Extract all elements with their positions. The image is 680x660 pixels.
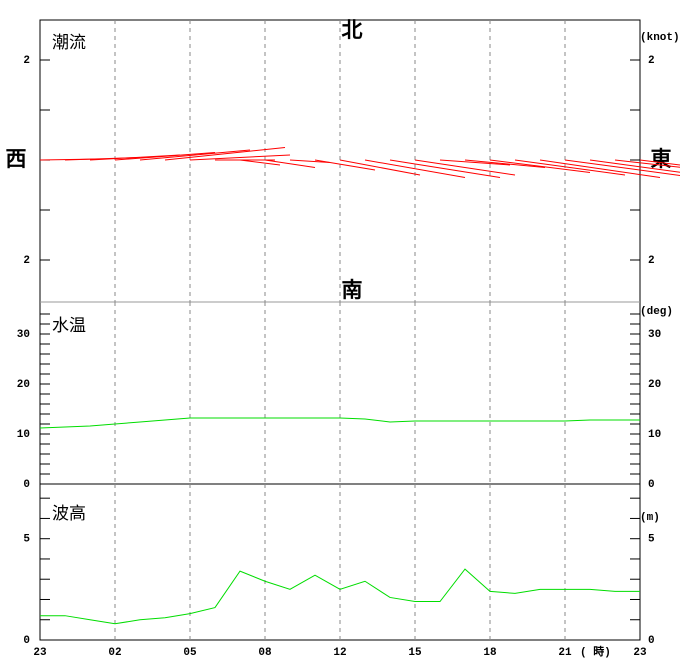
x-tick-label: 23 (33, 647, 47, 659)
current-stick (539, 159, 661, 178)
y-tick-label: 2 (23, 255, 30, 267)
current-stick (589, 159, 680, 173)
direction-label: 東 (651, 147, 672, 171)
y-tick-label: 0 (23, 635, 30, 647)
y-tick-label: 0 (648, 635, 655, 647)
x-tick-label: 21 (558, 647, 572, 659)
current-stick (439, 159, 511, 166)
x-tick-label: 08 (258, 647, 272, 659)
y-tick-label: 2 (23, 55, 30, 67)
current-stick (239, 159, 281, 166)
current-stick (489, 159, 591, 173)
unit-label: (m) (640, 512, 660, 524)
y-tick-label: 20 (648, 379, 661, 391)
current-stick (264, 159, 316, 168)
current-stick (114, 152, 216, 161)
direction-label: 西 (6, 147, 27, 171)
y-tick-label: 5 (648, 534, 655, 546)
x-tick-label: 05 (183, 647, 197, 659)
current-stick (464, 159, 546, 168)
current-stick (514, 159, 626, 176)
current-stick (139, 149, 251, 161)
current-stick (164, 147, 286, 161)
current-stick (564, 159, 680, 176)
x-tick-label: 12 (333, 647, 346, 659)
current-stick (639, 159, 680, 166)
current-stick (389, 159, 501, 178)
data-line (40, 568, 640, 625)
y-tick-label: 20 (17, 379, 30, 391)
y-tick-label: 5 (23, 534, 30, 546)
y-tick-label: 0 (23, 479, 30, 491)
x-tick-label: 02 (108, 647, 121, 659)
y-tick-label: 2 (648, 255, 655, 267)
x-tick-label: 23 (633, 647, 647, 659)
current-stick (364, 159, 466, 178)
y-tick-label: 2 (648, 55, 655, 67)
unit-label: (deg) (640, 306, 673, 318)
y-tick-label: 10 (648, 429, 661, 441)
panel-title: 潮流 (52, 33, 86, 53)
direction-label: 北 (342, 18, 363, 42)
y-tick-label: 0 (648, 479, 655, 491)
panel-title: 水温 (52, 316, 86, 336)
unit-label: (knot) (640, 32, 680, 44)
current-stick (314, 159, 376, 171)
current-stick (189, 154, 291, 161)
panel-title: 波高 (52, 504, 86, 524)
current-stick (339, 159, 421, 176)
x-unit-label: ( 時) (580, 644, 611, 659)
y-tick-label: 10 (17, 429, 30, 441)
data-line (39, 417, 640, 429)
current-stick (289, 159, 331, 163)
y-tick-label: 30 (648, 329, 661, 341)
x-tick-label: 15 (408, 647, 422, 659)
y-tick-label: 30 (17, 329, 30, 341)
current-stick (414, 159, 516, 176)
x-tick-label: 18 (483, 647, 497, 659)
direction-label: 南 (342, 278, 363, 302)
current-stick (614, 159, 680, 168)
